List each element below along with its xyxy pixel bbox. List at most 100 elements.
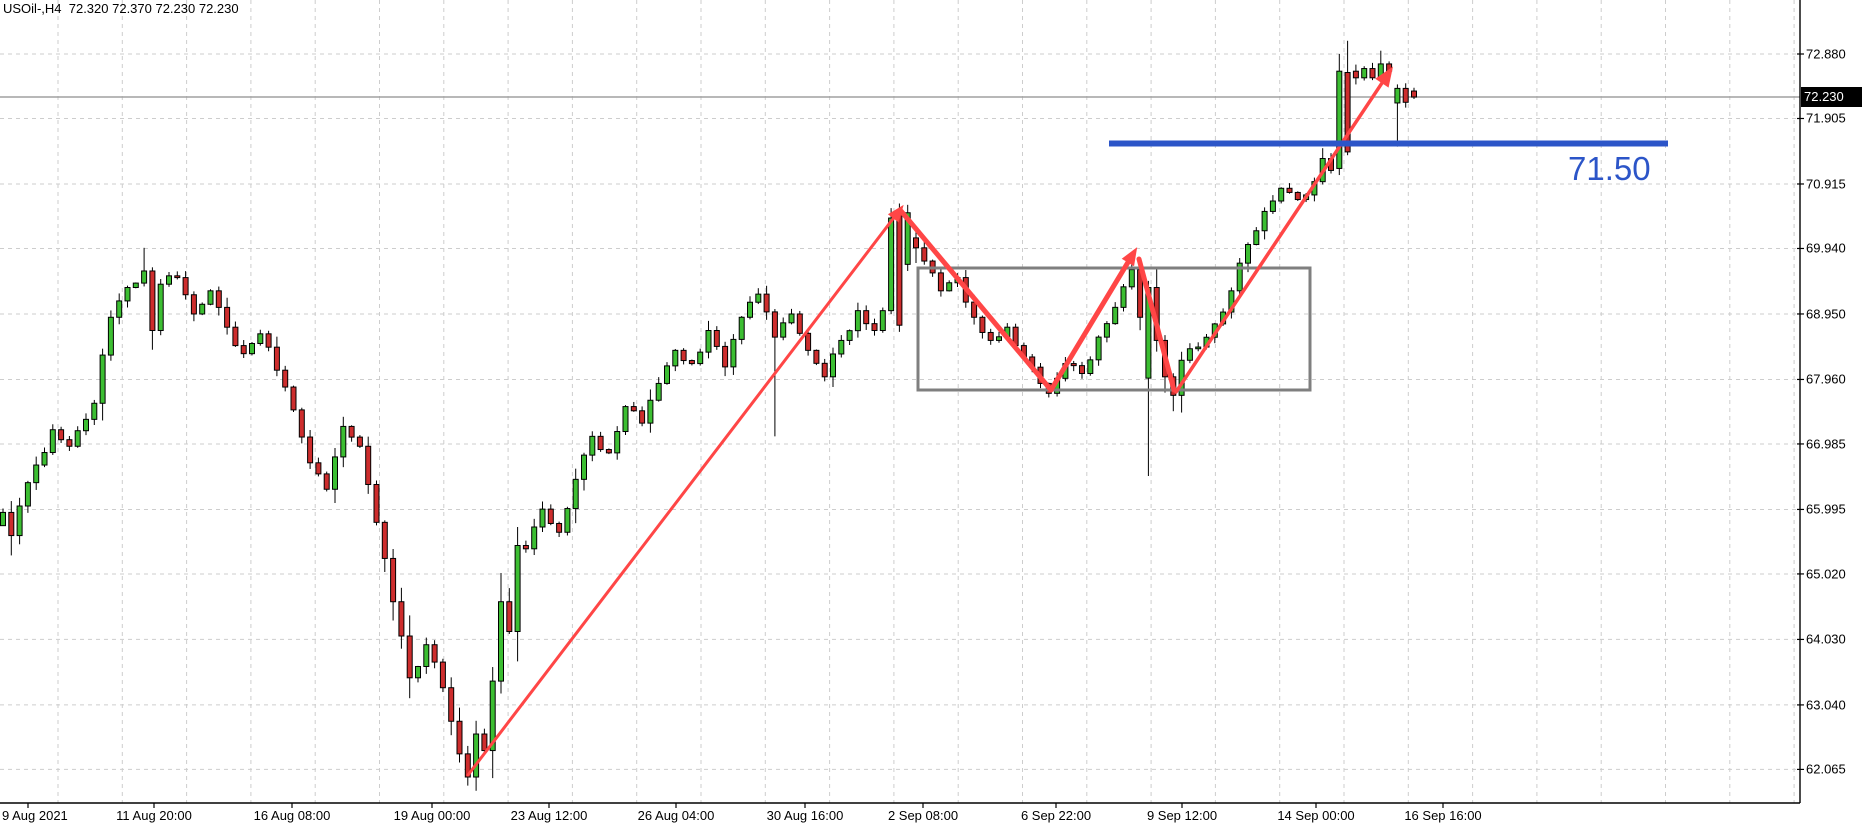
- candle-bullish: [879, 310, 886, 332]
- candle-bullish: [1236, 262, 1243, 292]
- candle-bullish: [498, 601, 504, 682]
- current-price-box: 72.230: [1801, 87, 1862, 107]
- candle-bearish: [1286, 187, 1293, 193]
- candle-bearish: [937, 272, 944, 292]
- candle-bullish: [581, 454, 587, 480]
- candle-bearish: [307, 436, 314, 464]
- candle-bearish: [971, 301, 978, 318]
- candle-bullish: [1103, 323, 1110, 338]
- candle-bullish: [473, 733, 480, 778]
- candle-bullish: [132, 282, 139, 289]
- candle-bullish: [166, 275, 172, 285]
- price-axis-label: 71.905: [1806, 110, 1846, 126]
- candle-bullish: [207, 290, 214, 305]
- candle-bearish: [381, 521, 388, 559]
- candle-bearish: [1070, 363, 1077, 367]
- trend-arrowhead: [1375, 66, 1393, 88]
- candle-bullish: [672, 349, 679, 367]
- price-axis-label: 62.065: [1806, 761, 1846, 777]
- candle-bullish: [572, 478, 579, 510]
- candle-bullish: [0, 511, 6, 527]
- candle-bullish: [141, 270, 148, 284]
- candle-bullish: [1336, 70, 1343, 169]
- price-axis-label: 67.960: [1806, 371, 1846, 387]
- candle-bearish: [373, 483, 380, 523]
- candle-bearish: [464, 753, 471, 778]
- candle-bullish: [1095, 336, 1102, 361]
- trend-line[interactable]: [1048, 259, 1131, 393]
- candle-bullish: [705, 330, 712, 353]
- candle-bullish: [1087, 359, 1094, 375]
- symbol-ohlc-info: USOil-,H4 72.320 72.370 72.230 72.230: [3, 1, 239, 16]
- candle-bullish: [16, 505, 23, 537]
- candle-bearish: [871, 323, 878, 332]
- candle-bullish: [854, 310, 861, 332]
- candle-bullish: [116, 300, 123, 318]
- price-axis-label: 68.950: [1806, 306, 1846, 322]
- candle-bearish: [1411, 90, 1417, 98]
- candle-bullish: [1128, 269, 1135, 288]
- candle-bearish: [913, 237, 919, 249]
- candle-bullish: [423, 644, 430, 667]
- candle-bullish: [647, 399, 654, 424]
- candle-bearish: [298, 409, 305, 438]
- trend-line[interactable]: [1174, 80, 1385, 394]
- candle-bearish: [506, 601, 513, 632]
- candle-bullish: [514, 544, 521, 632]
- candle-bearish: [66, 439, 73, 447]
- time-axis-label: 16 Sep 16:00: [1404, 808, 1482, 823]
- candle-bearish: [597, 435, 604, 451]
- candle-bearish: [232, 326, 239, 347]
- candle-bullish: [49, 429, 56, 454]
- candle-bearish: [182, 277, 189, 296]
- candle-bullish: [788, 313, 795, 324]
- time-axis-label: 11 Aug 20:00: [116, 808, 192, 823]
- candle-bearish: [556, 522, 563, 533]
- candle-bearish: [1344, 72, 1351, 153]
- trend-line[interactable]: [466, 216, 896, 777]
- candle-bearish: [448, 687, 455, 722]
- consolidation-box[interactable]: [916, 266, 1312, 392]
- candle-bullish: [257, 333, 264, 344]
- candle-bullish: [91, 402, 98, 420]
- candle-bullish: [888, 217, 895, 312]
- candle-bullish: [539, 508, 546, 528]
- candle-bearish: [58, 429, 65, 441]
- candle-bearish: [763, 293, 770, 313]
- price-axis-label: 66.985: [1806, 436, 1846, 452]
- candle-bearish: [481, 733, 488, 752]
- candle-bullish: [838, 339, 845, 355]
- candle-bearish: [215, 290, 222, 308]
- candle-bearish: [365, 445, 372, 485]
- candle-bearish: [680, 349, 687, 362]
- candle-bearish: [522, 544, 529, 550]
- candle-bullish: [1112, 306, 1119, 325]
- candle-bullish: [622, 406, 629, 433]
- trend-line[interactable]: [1136, 256, 1177, 393]
- candle-bullish: [332, 456, 338, 490]
- trend-line[interactable]: [898, 208, 1054, 393]
- price-axis-label: 72.880: [1806, 46, 1846, 62]
- candle-bullish: [697, 351, 704, 365]
- candle-bullish: [41, 452, 48, 466]
- candle-bearish: [722, 345, 729, 368]
- candle-bearish: [1079, 365, 1085, 375]
- candle-bullish: [614, 431, 621, 454]
- candle-bearish: [174, 275, 181, 279]
- time-axis-label: 6 Sep 22:00: [1020, 808, 1092, 823]
- candle-bearish: [921, 247, 928, 262]
- candle-bullish: [24, 482, 31, 507]
- candle-bearish: [1294, 191, 1301, 201]
- candle-bearish: [282, 369, 289, 388]
- candle-bearish: [547, 508, 554, 524]
- time-axis-label: 23 Aug 12:00: [510, 808, 588, 823]
- candle-bearish: [863, 310, 870, 325]
- candle-bullish: [904, 212, 911, 265]
- candle-bearish: [987, 331, 994, 341]
- candle-bearish: [390, 557, 397, 603]
- candle-bearish: [348, 425, 355, 438]
- candle-bullish: [830, 353, 836, 378]
- candle-bullish: [415, 665, 421, 679]
- candle-bearish: [456, 720, 463, 755]
